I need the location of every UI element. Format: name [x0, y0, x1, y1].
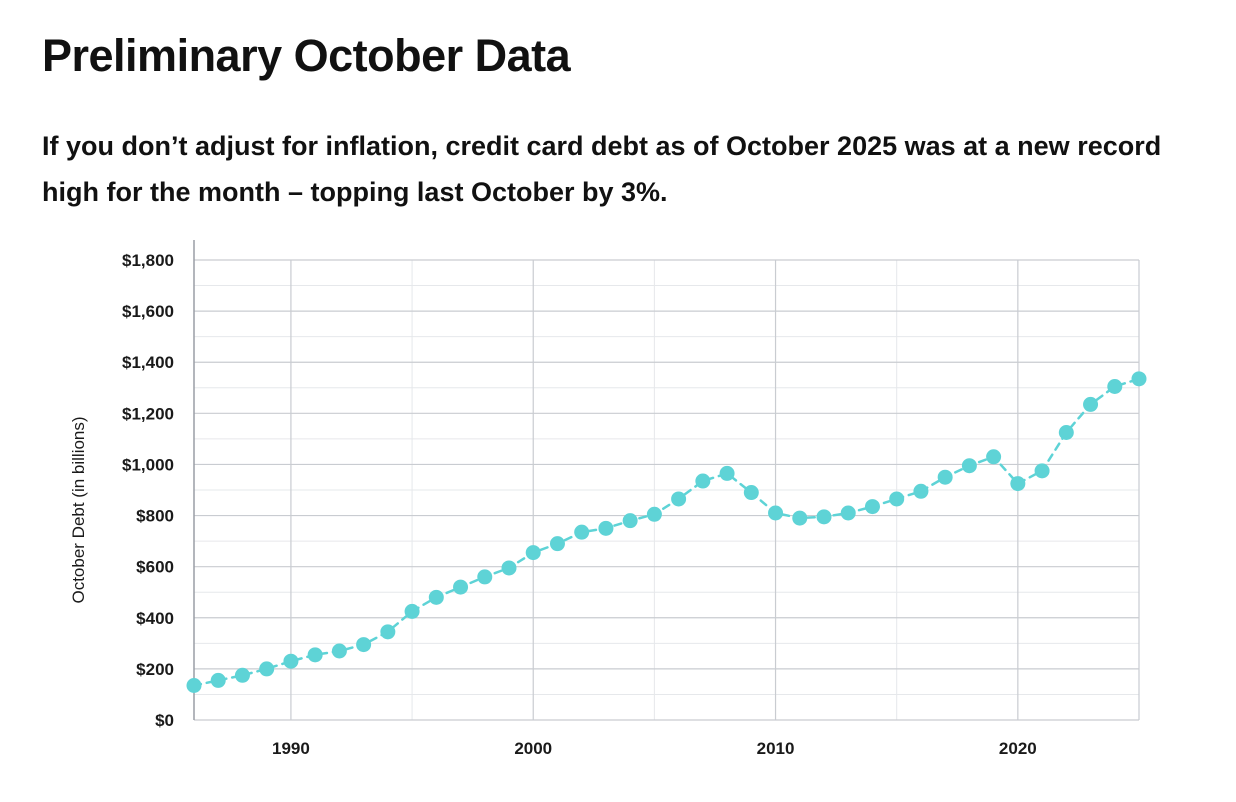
- data-point: [622, 513, 638, 529]
- axes: $0 $200 $400 $600 $800 $1,000 $1,200 $1,400 $1,6…: [122, 240, 1037, 758]
- data-point: [477, 569, 493, 585]
- data-point: [743, 485, 759, 501]
- data-point: [234, 667, 250, 683]
- data-point: [186, 678, 202, 693]
- data-point: [719, 465, 735, 481]
- data-point: [816, 509, 832, 525]
- y-tick-label: $1,600: [122, 302, 174, 321]
- data-point: [1010, 476, 1026, 492]
- data-point: [574, 524, 590, 540]
- data-point: [671, 491, 687, 507]
- data-point: [453, 579, 469, 595]
- data-point: [259, 661, 275, 677]
- page-subtitle: If you don’t adjust for inflation, credi…: [42, 131, 1162, 207]
- data-point: [840, 505, 856, 521]
- data-point: [501, 560, 517, 576]
- y-tick-label: $600: [136, 558, 174, 577]
- data-point: [307, 647, 323, 663]
- line-chart: $0 $200 $400 $600 $800 $1,000 $1,200 $1,400 $1,6…: [69, 240, 1147, 758]
- data-point: [864, 499, 880, 515]
- data-point: [792, 510, 808, 526]
- data-point: [283, 653, 299, 669]
- grid: [194, 259, 1140, 721]
- y-tick-label: $1,800: [122, 251, 174, 270]
- data-point: [986, 449, 1002, 465]
- data-point: [549, 536, 565, 552]
- data-point: [646, 506, 662, 522]
- y-axis-label: October Debt (in billions): [69, 416, 88, 603]
- x-tick-label: 2000: [514, 739, 552, 758]
- data-point: [356, 637, 372, 653]
- data-point: [210, 672, 226, 688]
- data-point: [404, 603, 420, 619]
- y-tick-label: $200: [136, 660, 174, 679]
- y-tick-label: $1,200: [122, 404, 174, 423]
- data-point: [1131, 371, 1147, 387]
- y-tick-label: $400: [136, 609, 174, 628]
- data-point: [1058, 425, 1074, 440]
- data-point: [598, 520, 614, 536]
- data-point: [768, 505, 784, 521]
- x-tick-label: 1990: [272, 739, 310, 758]
- data-point: [1083, 396, 1099, 412]
- data-point: [889, 491, 905, 507]
- series: [186, 371, 1147, 693]
- data-point: [695, 473, 711, 489]
- y-tick-label: $800: [136, 507, 174, 526]
- data-point: [1034, 463, 1050, 479]
- y-tick-label: $0: [155, 711, 174, 730]
- page-title: Preliminary October Data: [42, 30, 571, 81]
- data-point: [937, 469, 953, 485]
- x-tick-label: 2020: [999, 739, 1037, 758]
- data-point: [331, 643, 347, 659]
- y-tick-label: $1,000: [122, 455, 174, 474]
- data-point: [1107, 379, 1123, 394]
- data-point: [961, 458, 977, 474]
- y-tick-label: $1,400: [122, 353, 174, 372]
- series-line: [192, 377, 1141, 687]
- data-point: [428, 589, 444, 605]
- credit-card-debt-chart: $0 $200 $400 $600 $800 $1,000 $1,200 $1,400 $1,6…: [0, 225, 1236, 802]
- x-tick-label: 2010: [757, 739, 795, 758]
- data-point: [913, 483, 929, 499]
- data-point: [525, 545, 541, 561]
- data-point: [380, 624, 396, 640]
